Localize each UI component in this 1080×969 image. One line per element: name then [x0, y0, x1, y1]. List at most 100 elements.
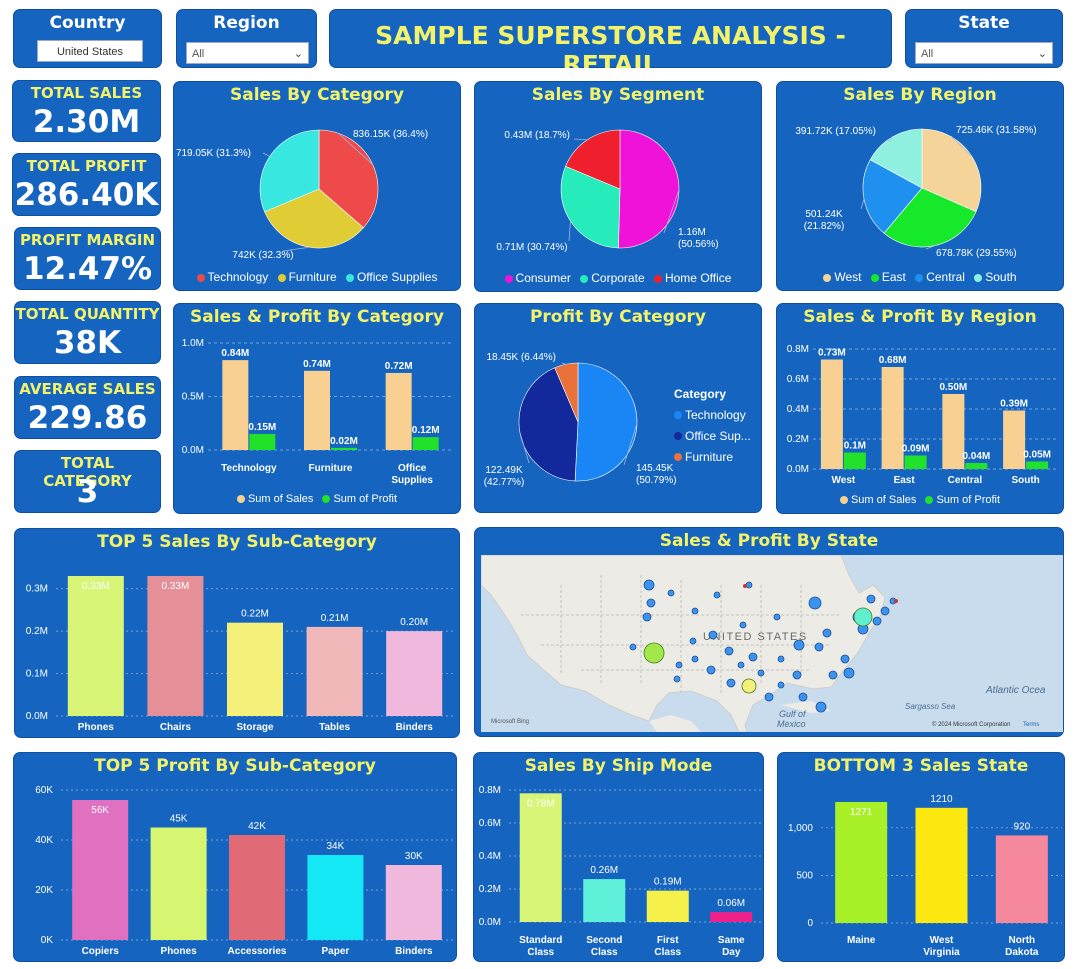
map-bubble[interactable]	[708, 630, 718, 640]
pie-slice[interactable]	[318, 129, 379, 229]
map-bubble[interactable]	[689, 637, 697, 645]
legend-item[interactable]: Sum of Profit	[925, 494, 1000, 506]
legend-item[interactable]: Sum of Profit	[322, 493, 397, 505]
bar[interactable]	[229, 835, 285, 940]
pie-slice[interactable]	[574, 362, 638, 482]
bar[interactable]	[306, 626, 363, 716]
legend-item[interactable]: Central	[915, 270, 965, 284]
pie-slice[interactable]	[259, 129, 320, 213]
map-bubble[interactable]	[691, 655, 699, 663]
legend-item[interactable]: Furniture	[277, 270, 337, 284]
map-bubble[interactable]	[737, 661, 745, 669]
bar[interactable]	[646, 890, 689, 922]
bar[interactable]	[1003, 410, 1026, 470]
map-bubble[interactable]	[764, 692, 774, 702]
map-bubble[interactable]	[739, 621, 747, 629]
bar[interactable]	[227, 622, 283, 716]
bar[interactable]	[1026, 461, 1049, 470]
legend-item[interactable]: East	[870, 270, 906, 284]
bar[interactable]	[385, 865, 442, 940]
bar[interactable]	[150, 827, 207, 941]
pie-slice[interactable]	[560, 165, 621, 249]
map-bubble[interactable]	[713, 591, 721, 599]
map-bubble[interactable]	[646, 598, 656, 608]
map-bubble[interactable]	[773, 613, 781, 621]
bar[interactable]	[835, 802, 888, 923]
legend-item[interactable]: Furniture	[674, 447, 751, 468]
map-canvas[interactable]: UNITED STATES Atlantic Ocea Sargasso Sea…	[481, 555, 1063, 732]
pie-slice[interactable]	[862, 159, 923, 234]
map-bubble[interactable]	[748, 652, 758, 662]
legend-item[interactable]: Technology	[196, 270, 268, 284]
bar[interactable]	[881, 367, 904, 469]
legend-item[interactable]: Office Sup...	[674, 426, 751, 447]
map-bubble[interactable]	[840, 654, 850, 664]
map-bubble[interactable]	[706, 665, 716, 675]
map-bubble[interactable]	[822, 628, 832, 638]
legend-item[interactable]: Sum of Sales	[236, 493, 313, 505]
legend-item[interactable]: Sum of Sales	[839, 494, 916, 506]
bar[interactable]	[386, 631, 443, 716]
bar[interactable]	[965, 463, 988, 469]
bar[interactable]	[412, 437, 439, 450]
map-bubble[interactable]	[642, 612, 652, 622]
pie-slice[interactable]	[883, 187, 977, 248]
state-select[interactable]: All ⌄	[915, 42, 1053, 64]
bar[interactable]	[222, 360, 249, 450]
bar[interactable]	[385, 372, 412, 450]
map-bubble[interactable]	[741, 678, 757, 694]
map-bubble[interactable]	[866, 594, 876, 604]
bar[interactable]	[147, 576, 204, 716]
map-bubble[interactable]	[629, 643, 637, 651]
country-select[interactable]: United States	[37, 40, 143, 62]
bar[interactable]	[72, 800, 129, 940]
map-bubble[interactable]	[815, 701, 827, 713]
map-bubble[interactable]	[724, 646, 734, 656]
bar[interactable]	[820, 359, 843, 470]
legend-item[interactable]: West	[823, 270, 862, 284]
map-bubble[interactable]	[814, 642, 824, 652]
bar[interactable]	[249, 433, 276, 450]
map-bubble[interactable]	[667, 589, 675, 597]
map-bubble[interactable]	[745, 581, 753, 589]
region-select[interactable]: All ⌄	[186, 42, 309, 64]
map-bubble[interactable]	[872, 616, 882, 626]
bar[interactable]	[307, 855, 364, 940]
map-bubble[interactable]	[843, 667, 855, 679]
bar[interactable]	[904, 455, 927, 470]
map-bubble[interactable]	[798, 692, 808, 702]
map-bubble[interactable]	[853, 607, 873, 627]
bar[interactable]	[67, 576, 124, 716]
pie-slice[interactable]	[618, 129, 680, 249]
map-bubble[interactable]	[726, 678, 736, 688]
legend-item[interactable]: Office Supplies	[345, 270, 437, 284]
legend-item[interactable]: Technology	[674, 405, 751, 426]
legend-item[interactable]: South	[974, 270, 1017, 284]
bar[interactable]	[331, 447, 357, 450]
bar[interactable]	[519, 793, 562, 922]
map-bubble[interactable]	[880, 606, 890, 616]
map-bubble[interactable]	[673, 675, 681, 683]
bar[interactable]	[304, 370, 330, 450]
bar[interactable]	[942, 394, 965, 469]
map-bubble[interactable]	[757, 669, 765, 677]
map-bubble[interactable]	[675, 661, 683, 669]
bar[interactable]	[995, 835, 1048, 923]
bar[interactable]	[583, 879, 626, 922]
pie-slice[interactable]	[554, 362, 579, 423]
pie-slice[interactable]	[869, 128, 923, 189]
map-bubble[interactable]	[643, 642, 665, 664]
map-bubble[interactable]	[691, 607, 699, 615]
legend-item[interactable]: Corporate	[580, 271, 645, 285]
bar[interactable]	[843, 452, 866, 470]
map-bubble[interactable]	[793, 639, 805, 651]
map-bubble[interactable]	[828, 670, 838, 680]
legend-item[interactable]: Home Office	[653, 271, 731, 285]
map-bubble[interactable]	[643, 579, 655, 591]
legend-item[interactable]: Consumer	[504, 271, 571, 285]
map-bubble[interactable]	[808, 596, 822, 610]
pie-slice[interactable]	[565, 129, 621, 190]
bar[interactable]	[710, 912, 753, 922]
map-bubble[interactable]	[777, 681, 785, 689]
map-bubble[interactable]	[777, 655, 785, 663]
